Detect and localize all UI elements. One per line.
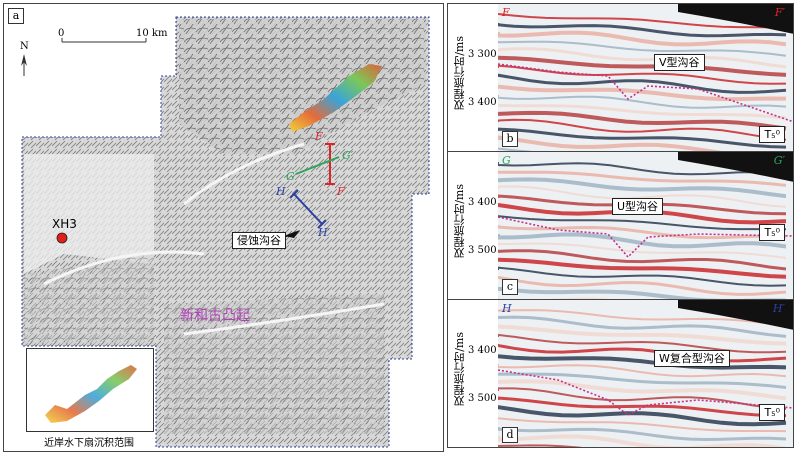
y-axis-label: 双程旅行时/ms — [453, 36, 466, 111]
y-tick-label: 3 300 — [468, 49, 497, 60]
valley-type-callout: V型沟谷 — [654, 54, 705, 71]
section-right-tag: F′ — [774, 6, 785, 19]
seismic-image — [498, 300, 793, 447]
section-line-G — [295, 156, 340, 175]
uplift-label: 新和古凸起 — [180, 308, 250, 324]
panel-label-c: c — [502, 279, 518, 295]
inset-caption: 近岸水下扇沉积范围 — [44, 438, 134, 449]
y-tick-label: 3 500 — [468, 393, 497, 404]
y-axis-label: 双程旅行时/ms — [453, 184, 466, 259]
erosion-valley-callout: 侵蚀沟谷 — [232, 232, 286, 249]
horizon-label: T₅⁰ — [759, 224, 785, 241]
fan-extent-inset — [26, 348, 154, 432]
line-H-label: H — [276, 185, 286, 198]
inset-map — [45, 365, 137, 423]
well-marker-xh3 — [56, 232, 68, 244]
panel-label-d: d — [502, 427, 518, 443]
line-F-prime-label: F′ — [337, 185, 348, 198]
seismic-section-b: 双程旅行时/ms 3 300 3 400 F F′ V型沟谷 T₅⁰ b — [447, 3, 794, 152]
line-H-prime-label: H′ — [318, 226, 331, 239]
line-G-prime-label: G′ — [342, 149, 354, 162]
y-tick-label: 3 400 — [468, 345, 497, 356]
section-left-tag: H — [502, 302, 512, 315]
valley-type-callout: U型沟谷 — [612, 198, 664, 215]
y-axis-label: 双程旅行时/ms — [453, 332, 466, 407]
north-label: N — [20, 41, 29, 52]
panel-label-b: b — [502, 131, 518, 147]
section-right-tag: H′ — [772, 302, 785, 315]
line-F-label: F — [315, 130, 323, 143]
line-G-label: G — [286, 170, 295, 183]
north-arrow-icon — [21, 54, 27, 66]
section-right-tag: G′ — [773, 154, 785, 167]
scale-zero: 0 — [58, 28, 65, 39]
well-label: XH3 — [52, 217, 77, 231]
horizon-label: T₅⁰ — [759, 404, 785, 421]
y-tick-label: 3 400 — [468, 97, 497, 108]
y-tick-label: 3 400 — [468, 197, 497, 208]
section-left-tag: G — [502, 154, 511, 167]
attribute-map — [21, 16, 430, 448]
horizon-label: T₅⁰ — [759, 126, 785, 143]
valley-type-callout: W复合型沟谷 — [654, 350, 730, 367]
panel-label-a: a — [8, 8, 24, 24]
y-tick-label: 3 500 — [468, 245, 497, 256]
section-line-H — [293, 193, 323, 225]
scale-ten: 10 km — [136, 28, 168, 39]
seismic-section-d: 双程旅行时/ms 3 400 3 500 H H′ W复合型沟谷 T₅⁰ d — [447, 299, 794, 448]
seismic-image — [498, 152, 793, 299]
seismic-image — [498, 4, 793, 151]
section-left-tag: F — [502, 6, 510, 19]
seismic-section-c: 双程旅行时/ms 3 400 3 500 G G′ U型沟谷 T₅⁰ c — [447, 151, 794, 300]
map-panel: a — [3, 3, 444, 452]
